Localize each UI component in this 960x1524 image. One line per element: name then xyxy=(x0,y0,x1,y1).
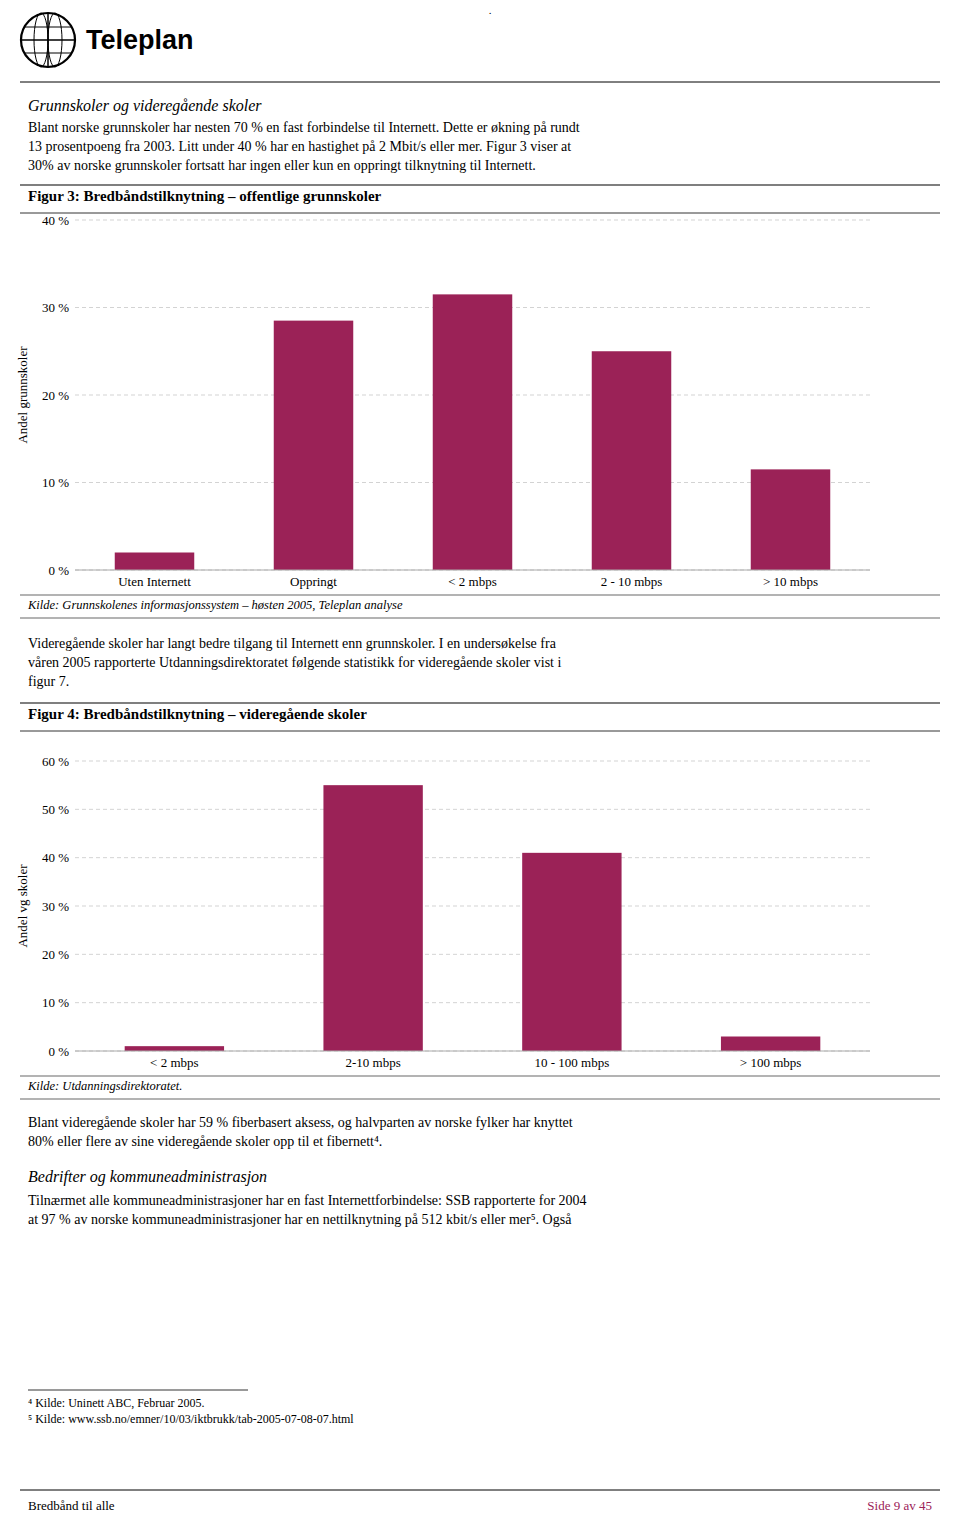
body-text: figur 7. xyxy=(28,674,69,689)
bars xyxy=(115,294,831,570)
title-rule xyxy=(20,702,940,703)
grid-line xyxy=(75,857,870,858)
y-tick-label: 10 % xyxy=(42,995,69,1010)
grid-line xyxy=(75,761,870,762)
y-tick-label: 30 % xyxy=(42,300,69,315)
source-rule xyxy=(20,1099,940,1100)
y-tick-label: 20 % xyxy=(42,947,69,962)
body-text: våren 2005 rapporterte Utdanningsdirekto… xyxy=(28,655,561,670)
source-rule xyxy=(20,618,940,619)
header-dot: . xyxy=(489,4,492,16)
logo-longitude xyxy=(34,13,48,67)
bars xyxy=(125,785,821,1051)
x-tick-label: Uten Internett xyxy=(118,574,191,589)
bar xyxy=(751,469,831,570)
y-tick-label: 40 % xyxy=(42,213,69,228)
y-tick-label: 30 % xyxy=(42,899,69,914)
section-heading: Grunnskoler og videregående skoler xyxy=(28,97,262,115)
footnote: ⁵ Kilde: www.ssb.no/emner/10/03/iktbrukk… xyxy=(28,1412,354,1426)
bar xyxy=(323,785,422,1051)
y-tick-label: 20 % xyxy=(42,388,69,403)
body-text: 30% av norske grunnskoler fortsatt har i… xyxy=(28,158,536,173)
x-tick-label: 10 - 100 mbps xyxy=(535,1055,610,1070)
title-rule xyxy=(20,184,940,185)
x-tick-label: > 10 mbps xyxy=(763,574,818,589)
chart: Figur 4: Bredbåndstilknytning – videregå… xyxy=(15,703,941,1099)
footnote-rule xyxy=(28,1390,248,1391)
bar xyxy=(592,351,672,570)
logo xyxy=(21,13,75,67)
x-tick-label: > 100 mbps xyxy=(740,1055,802,1070)
bar xyxy=(522,853,621,1051)
body-text: Blant norske grunnskoler har nesten 70 %… xyxy=(28,120,580,135)
body-text: 80% eller flere av sine videregående sko… xyxy=(28,1134,382,1149)
section-heading: Bedrifter og kommuneadministrasjon xyxy=(28,1168,267,1186)
x-tick-label: 2 - 10 mbps xyxy=(601,574,663,589)
logo-latitude xyxy=(24,27,71,28)
page: Teleplan. Grunnskoler og videregående sko… xyxy=(0,0,960,1524)
x-tick-label: Oppringt xyxy=(290,574,337,589)
grid-line xyxy=(75,906,870,907)
y-axis-label: Andel vg skoler xyxy=(15,864,30,948)
body-text: Videregående skoler har langt bedre tilg… xyxy=(28,636,557,651)
title-rule xyxy=(20,213,940,214)
grid-line xyxy=(75,1051,870,1052)
body-text: at 97 % av norske kommuneadministrasjone… xyxy=(28,1212,572,1227)
footer-right: Side 9 av 45 xyxy=(867,1498,932,1513)
x-tick-label: < 2 mbps xyxy=(150,1055,199,1070)
bar xyxy=(115,553,195,571)
y-tick-label: 10 % xyxy=(42,475,69,490)
logo-latitude xyxy=(24,53,71,54)
y-tick-label: 0 % xyxy=(48,1044,69,1059)
grid-line xyxy=(75,954,870,955)
grid-line xyxy=(75,809,870,810)
x-tick-label: < 2 mbps xyxy=(448,574,497,589)
x-axis xyxy=(75,570,870,571)
x-axis xyxy=(75,1051,870,1052)
bar xyxy=(721,1037,820,1052)
body-text: Tilnærmet alle kommuneadministrasjoner h… xyxy=(28,1193,587,1208)
title-rule xyxy=(20,731,940,732)
chart-title: Figur 4: Bredbåndstilknytning – videregå… xyxy=(28,706,367,722)
logo-longitude xyxy=(48,13,62,67)
footnote: ⁴ Kilde: Uninett ABC, Februar 2005. xyxy=(28,1396,205,1410)
footer-left: Bredbånd til alle xyxy=(28,1498,115,1513)
y-tick-label: 40 % xyxy=(42,850,69,865)
bar xyxy=(433,294,513,570)
page-background xyxy=(0,0,960,1524)
chart-source: Kilde: Utdanningsdirektoratet. xyxy=(27,1079,182,1093)
body-text: 13 prosentpoeng fra 2003. Litt under 40 … xyxy=(28,139,571,154)
source-rule xyxy=(20,595,940,596)
bar xyxy=(274,321,354,570)
header-rule xyxy=(20,82,940,83)
y-tick-label: 60 % xyxy=(42,754,69,769)
logo-globe xyxy=(21,13,75,67)
chart-title: Figur 3: Bredbåndstilknytning – offentli… xyxy=(28,188,382,204)
grid-line xyxy=(75,220,870,221)
y-tick-label: 0 % xyxy=(48,563,69,578)
body-text: Blant videregående skoler har 59 % fiber… xyxy=(28,1115,573,1130)
footer-rule xyxy=(20,1490,940,1491)
y-tick-label: 50 % xyxy=(42,802,69,817)
bar xyxy=(125,1046,224,1051)
grid-line xyxy=(75,570,870,571)
logo-text: Teleplan xyxy=(86,25,194,55)
chart-source: Kilde: Grunnskolenes informasjonssystem … xyxy=(27,598,403,612)
y-axis-label: Andel grunnskoler xyxy=(15,346,30,444)
x-tick-label: 2-10 mbps xyxy=(346,1055,401,1070)
grid-line xyxy=(75,1002,870,1003)
source-rule xyxy=(20,1076,940,1077)
chart: Figur 3: Bredbåndstilknytning – offentli… xyxy=(15,185,941,618)
